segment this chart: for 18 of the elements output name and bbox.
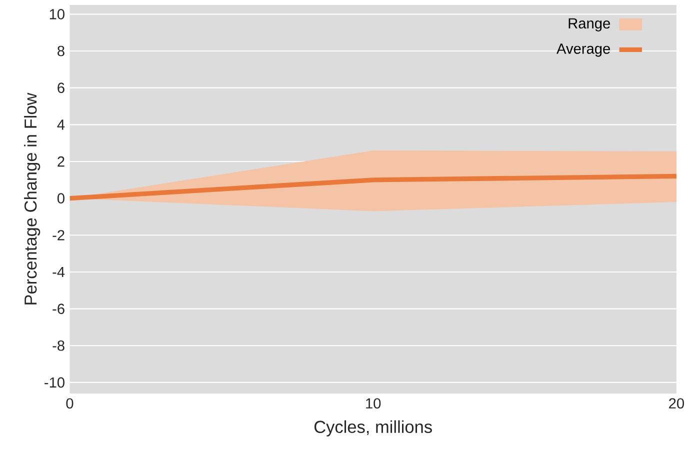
- y-tick-label: 0: [57, 193, 64, 204]
- y-tick-label: 4: [57, 120, 65, 130]
- legend-label: Average: [556, 44, 610, 57]
- y-tick-label: -2: [52, 230, 64, 240]
- y-tick-label: 2: [58, 156, 64, 166]
- x-tick-label: 0: [66, 398, 74, 408]
- annotation: Range: [568, 18, 610, 32]
- x-axis-title: Cycles, millions: [314, 420, 432, 436]
- x-tick-label: 20: [669, 398, 684, 408]
- y-tick-label: -10: [44, 377, 64, 388]
- y-tick-label: 8: [58, 46, 64, 56]
- y-tick-label: -8: [52, 340, 64, 351]
- y-tick-label: -6: [52, 304, 64, 314]
- x-tick-label: 10: [366, 398, 381, 408]
- y-tick-label: 6: [58, 82, 64, 93]
- y-tick-label: 10: [50, 8, 64, 20]
- y-axis-title: Percentage Change in Flow: [24, 92, 40, 304]
- y-tick-label: -4: [52, 266, 65, 277]
